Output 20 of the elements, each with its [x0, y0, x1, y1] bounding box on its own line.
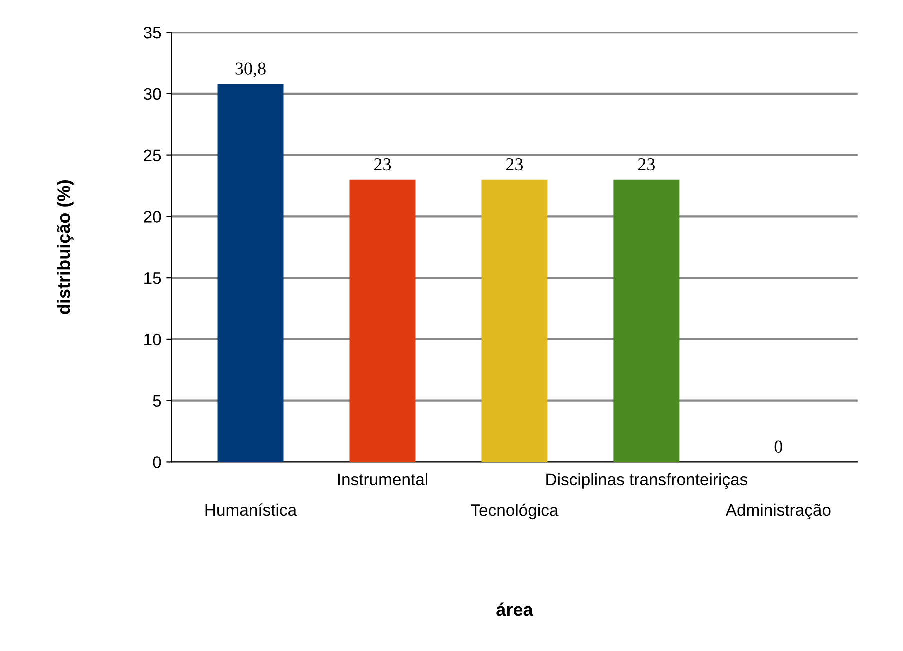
y-tick-label: 0 [153, 456, 162, 468]
x-tick-label: Disciplinas transfronteiriças [546, 473, 748, 489]
data-label: 30,8 [236, 62, 266, 78]
y-tick-label: 15 [144, 272, 162, 284]
y-tick-label: 30 [144, 88, 162, 100]
x-tick-label: Administração [726, 504, 831, 520]
x-tick-label: Humanística [206, 504, 298, 516]
data-label: 23 [638, 158, 656, 171]
y-tick-label: 20 [144, 211, 162, 223]
y-tick-label: 35 [144, 26, 162, 39]
y-tick-label: 10 [144, 334, 162, 346]
x-tick-label: Tecnológica [471, 504, 559, 520]
y-axis-title: distribuição (%) [57, 180, 74, 314]
y-tick-label: 25 [144, 150, 162, 162]
y-tick-label: 5 [153, 395, 162, 408]
data-label: 0 [774, 440, 782, 453]
x-tick-label: Instrumental [338, 473, 428, 486]
x-axis-title: área [496, 602, 534, 616]
data-label: 23 [506, 158, 524, 171]
data-label: 23 [374, 158, 392, 171]
